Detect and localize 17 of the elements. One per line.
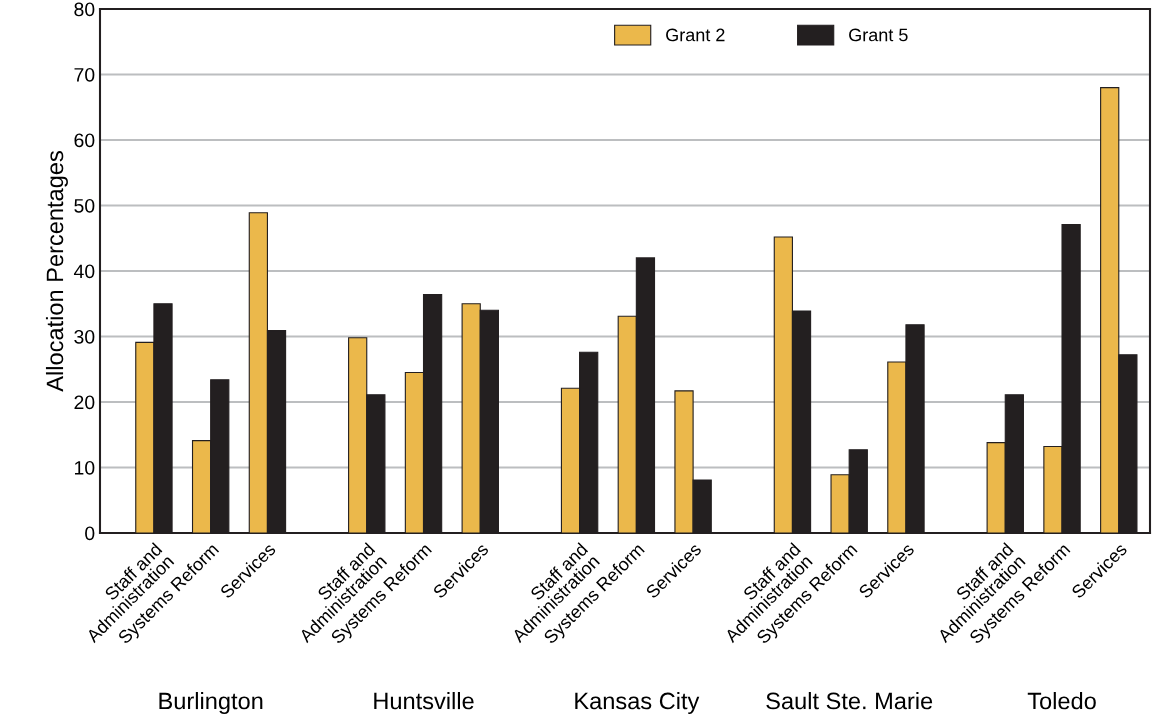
y-tick-label: 20: [74, 395, 95, 410]
y-tick-label: 40: [73, 264, 95, 279]
y-tick-label: 30: [74, 329, 95, 344]
text: Huntsville: [374, 691, 474, 710]
y-axis-title: Allocation Percentages: [45, 151, 68, 392]
text: Burlington: [159, 691, 263, 715]
y-tick-label: 50: [74, 198, 95, 213]
y-tick-label: 60: [74, 133, 95, 148]
text: Toledo: [1027, 691, 1096, 710]
text: Kansas City: [575, 691, 700, 715]
legend-label: Grant 2: [666, 28, 725, 42]
y-tick-label: 70: [74, 67, 95, 82]
y-tick-label: 10: [75, 460, 95, 475]
legend-label: Grant 5: [849, 28, 908, 42]
y-tick-label: 80: [74, 2, 95, 17]
text: Sault Ste. Marie: [766, 691, 933, 710]
y-tick-label: 0: [85, 526, 95, 541]
